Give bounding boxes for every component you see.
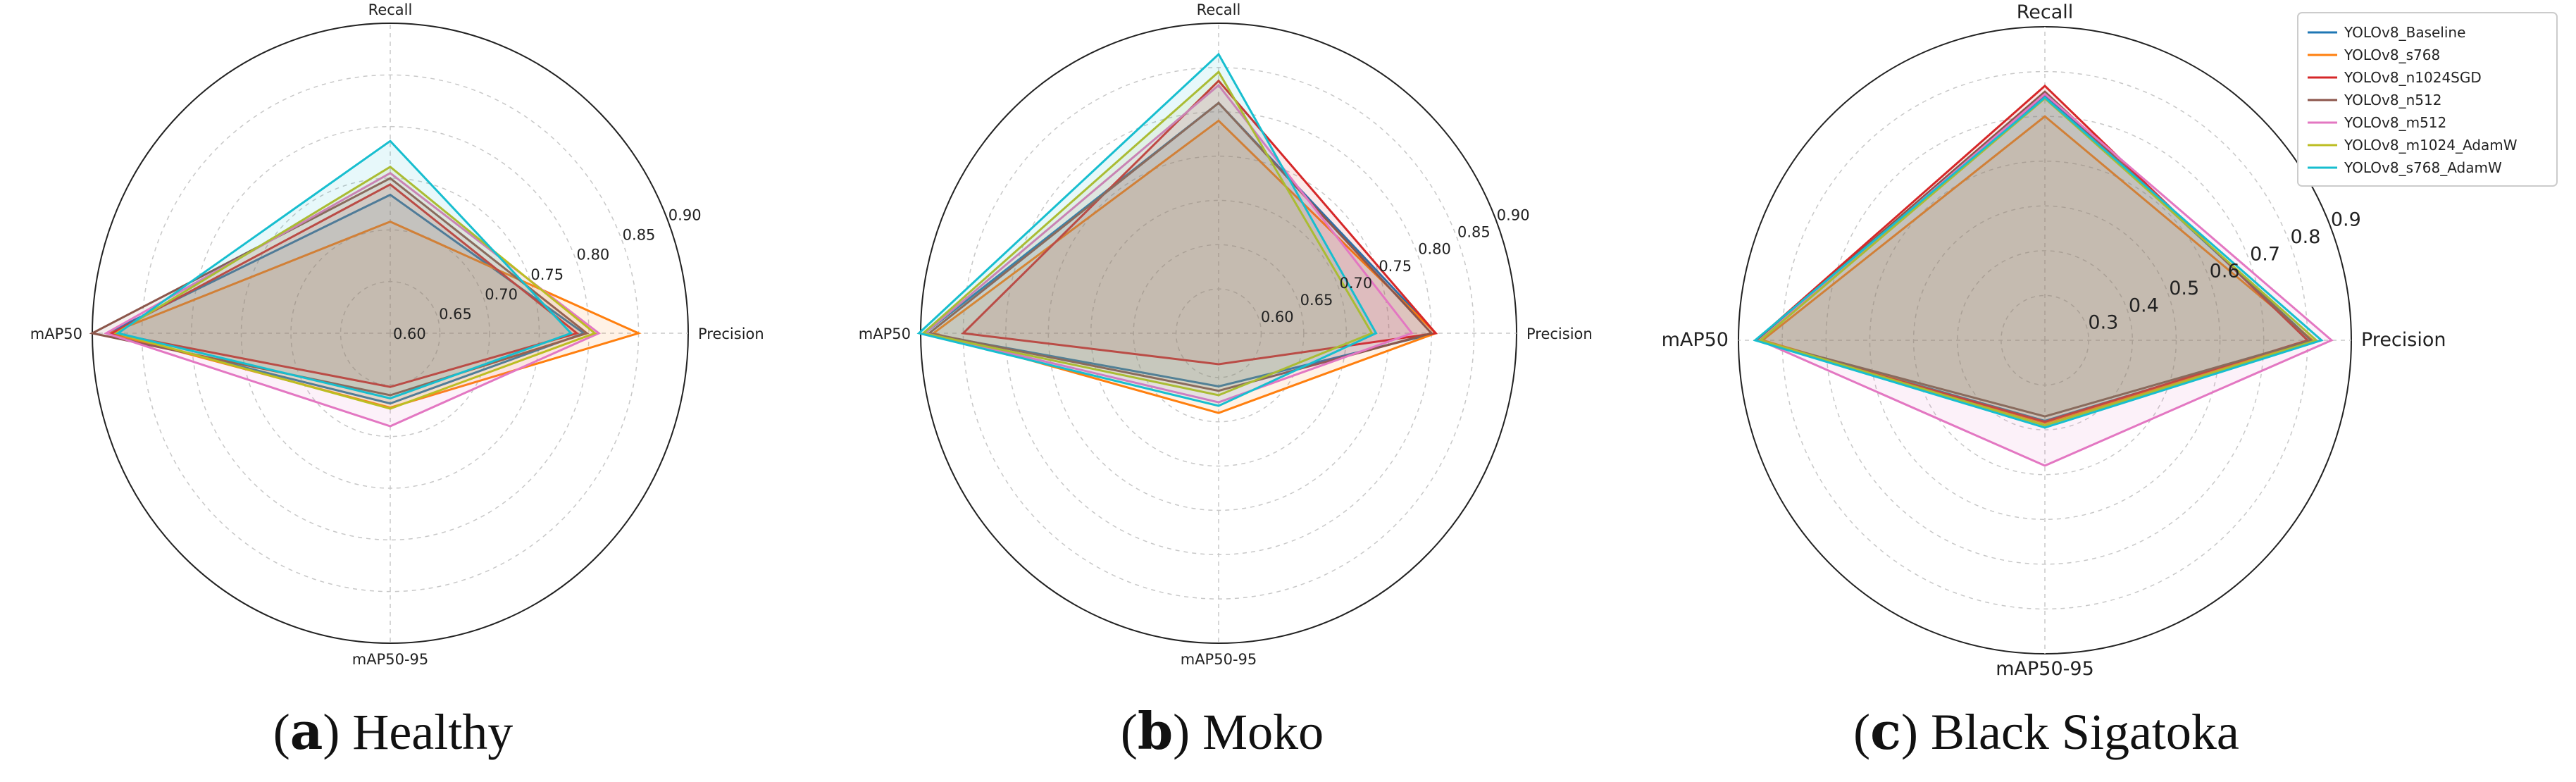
legend-entry-label: YOLOv8_n512 [2344, 92, 2441, 108]
radial-tick-label: 0.60 [393, 325, 426, 342]
captions: (a) Healthy (b) Moko (c) Black Sigatoka [273, 701, 2239, 761]
axis-label-map50-95: mAP50-95 [352, 651, 429, 668]
radial-tick-label: 0.80 [1418, 241, 1451, 258]
series-yolov8-s768-adamw [916, 52, 1378, 407]
caption-black-sigatoka: (c) Black Sigatoka [1853, 701, 2239, 761]
radial-tick-label: 0.90 [668, 207, 702, 224]
radial-tick-label: 0.75 [530, 266, 564, 283]
series-yolov8-s768-adamw [116, 139, 573, 399]
radial-tick-label: 0.85 [623, 227, 656, 244]
axis-label-precision: Precision [2361, 329, 2446, 351]
series-yolov8-n1024sgd [108, 183, 580, 388]
radial-tick-label: 0.6 [2210, 261, 2240, 283]
radial-tick-label: 0.65 [1300, 292, 1333, 309]
radar-panel-black-sigatoka: 0.3 0.4 0.5 0.6 0.7 0.8 0.9 Precision Recall mAP5… [1662, 1, 2446, 680]
series-yolov8-m512 [104, 171, 602, 428]
legend-entry-label: YOLOv8_s768_AdamW [2344, 159, 2502, 176]
axis-label-map50: mAP50 [1662, 329, 1729, 351]
legend: YOLOv8_Baseline YOLOv8_s768 YOLOv8_n1024SG… [2297, 12, 2558, 187]
radar-grid-ring [1869, 160, 2221, 521]
series-yolov8-m1024-adamw [113, 166, 597, 410]
radial-tick-label: 0.65 [439, 306, 472, 323]
radial-tick-label: 0.75 [1379, 258, 1412, 275]
legend-entry-label: YOLOv8_n1024SGD [2344, 69, 2482, 86]
radial-tick-label: 0.60 [1261, 309, 1294, 325]
caption-moko: (b) Moko [1121, 701, 1324, 761]
axis-label-map50-95: mAP50-95 [1996, 658, 2094, 680]
radar-panel-moko: 0.60 0.65 0.70 0.75 0.80 0.85 0.90 Precision Rec… [859, 1, 1593, 668]
legend-entry-label: YOLOv8_s768 [2344, 46, 2440, 63]
axis-label-map50-95: mAP50-95 [1181, 651, 1257, 668]
radial-tick-label: 0.9 [2331, 209, 2361, 231]
radar-panel-healthy: 0.60 0.65 0.70 0.75 0.80 0.85 0.90 Precision Rec… [30, 1, 764, 668]
radial-tick-label: 0.7 [2250, 243, 2280, 265]
radial-tick-label: 0.70 [1339, 275, 1372, 292]
caption-healthy: (a) Healthy [273, 701, 514, 761]
radial-tick-label: 0.70 [485, 286, 518, 303]
axis-label-recall: Recall [2017, 1, 2074, 23]
axis-label-recall: Recall [368, 1, 413, 18]
legend-entry-label: YOLOv8_Baseline [2344, 24, 2465, 41]
legend-entry-label: YOLOv8_m1024_AdamW [2344, 137, 2518, 154]
axis-label-precision: Precision [1526, 325, 1593, 342]
radial-tick-label: 0.85 [1457, 224, 1491, 241]
axis-label-recall: Recall [1197, 1, 1241, 18]
radial-tick-label: 0.8 [2290, 226, 2320, 248]
series-yolov8-n1024sgd [961, 79, 1438, 366]
radial-tick-label: 0.90 [1497, 207, 1530, 224]
radial-tick-label: 0.3 [2088, 312, 2118, 334]
axis-label-precision: Precision [698, 325, 764, 342]
radial-tick-label: 0.5 [2169, 278, 2199, 299]
series-yolov8-m1024-adamw [1757, 97, 2319, 427]
legend-frame [2297, 12, 2558, 187]
radial-tick-label: 0.4 [2129, 294, 2159, 316]
series-yolov8-s768-adamw [1753, 96, 2324, 429]
radial-tick-label: 0.80 [577, 247, 610, 263]
axis-label-map50: mAP50 [30, 325, 82, 342]
axis-label-map50: mAP50 [859, 325, 911, 342]
legend-entry-label: YOLOv8_m512 [2344, 114, 2446, 131]
radar-grid-ring [1912, 205, 2177, 476]
